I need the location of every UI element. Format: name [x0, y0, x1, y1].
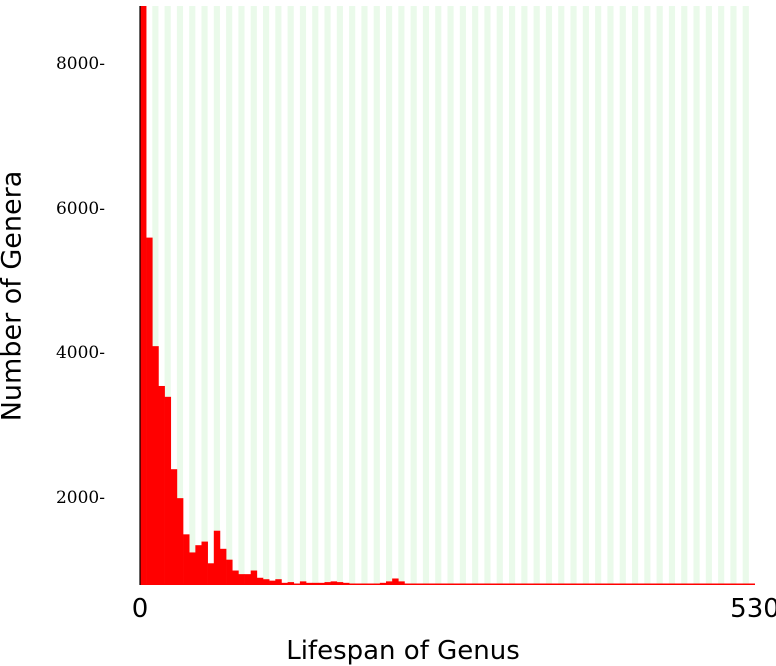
- histogram-bar: [158, 385, 165, 585]
- histogram-bar: [398, 581, 405, 585]
- histogram-bar: [386, 581, 393, 585]
- histogram-bar: [330, 581, 338, 585]
- background-stripe: [619, 6, 626, 585]
- histogram-bar: [226, 559, 233, 585]
- background-stripe: [299, 6, 307, 585]
- histogram-bar: [213, 530, 221, 585]
- histogram-bar: [238, 574, 245, 585]
- background-stripe: [201, 6, 208, 585]
- background-stripe: [545, 6, 553, 585]
- y-tick-label-2000: 2000-: [55, 488, 105, 509]
- background-stripe: [484, 6, 491, 585]
- background-stripe: [361, 6, 368, 585]
- background-stripe: [644, 6, 651, 585]
- histogram-bar: [207, 563, 215, 585]
- histogram-bar: [176, 498, 184, 585]
- background-stripe: [213, 6, 220, 585]
- background-stripe: [693, 6, 700, 585]
- background-stripe: [668, 6, 676, 585]
- background-stripe: [632, 6, 639, 585]
- histogram-bar: [244, 574, 251, 585]
- background-stripe: [509, 6, 516, 585]
- histogram-bar: [189, 552, 196, 585]
- background-stripe: [176, 6, 184, 585]
- histogram-bar: [299, 581, 307, 585]
- background-stripe: [730, 6, 737, 585]
- histogram-bar: [275, 579, 282, 585]
- background-stripe: [472, 6, 479, 585]
- background-stripe: [164, 6, 171, 585]
- background-stripe: [386, 6, 393, 585]
- histogram-bar: [250, 570, 258, 585]
- x-axis-label: Lifespan of Genus: [286, 636, 520, 666]
- histogram-bar: [152, 346, 159, 585]
- histogram-bar: [146, 237, 153, 585]
- background-stripe: [336, 6, 343, 585]
- background-stripe: [312, 6, 319, 585]
- background-stripe: [459, 6, 466, 585]
- background-stripe: [447, 6, 454, 585]
- histogram-bar: [256, 577, 264, 585]
- histogram-bar: [140, 6, 147, 585]
- background-stripe: [152, 6, 159, 585]
- histogram-bar: [232, 570, 239, 585]
- background-stripe: [226, 6, 233, 585]
- background-stripe: [324, 6, 331, 585]
- histogram-bar: [219, 548, 227, 585]
- background-stripe: [435, 6, 442, 585]
- histogram-bars: [140, 6, 755, 585]
- background-stripe: [595, 6, 602, 585]
- background-stripe: [705, 6, 712, 585]
- background-stripe: [656, 6, 663, 585]
- y-tick-label-4000: 4000-: [55, 343, 105, 364]
- background-stripe: [681, 6, 688, 585]
- background-stripe: [582, 6, 589, 585]
- x-tick-label-max: 530: [730, 594, 776, 624]
- y-tick-label-6000: 6000-: [55, 198, 105, 219]
- background-stripe: [521, 6, 528, 585]
- background-stripe: [422, 6, 430, 585]
- histogram-baseline: [140, 583, 755, 585]
- background-stripe: [275, 6, 282, 585]
- y-tick-label-8000: 8000-: [55, 53, 105, 74]
- background-stripe: [533, 6, 540, 585]
- histogram-bar: [201, 541, 208, 585]
- background-stripe: [496, 6, 503, 585]
- background-stripe: [410, 6, 417, 585]
- background-stripe: [742, 6, 749, 585]
- background-stripes: [140, 6, 749, 585]
- background-stripe: [373, 6, 380, 585]
- histogram-bar: [164, 396, 172, 585]
- background-stripe: [349, 6, 356, 585]
- histogram-bar: [195, 545, 202, 585]
- background-stripe: [607, 6, 614, 585]
- background-stripe: [263, 6, 270, 585]
- background-stripe: [238, 6, 245, 585]
- histogram-bar: [392, 578, 399, 585]
- y-axis-label: Number of Genera: [0, 170, 28, 422]
- background-stripe: [250, 6, 257, 585]
- histogram-bar: [269, 580, 276, 585]
- background-stripe: [287, 6, 294, 585]
- background-stripe: [189, 6, 196, 585]
- background-stripe: [398, 6, 405, 585]
- histogram-bar: [183, 534, 190, 585]
- background-stripe: [718, 6, 725, 585]
- x-tick-label-min: 0: [131, 594, 149, 624]
- background-stripe: [570, 6, 577, 585]
- background-stripe: [558, 6, 565, 585]
- histogram-bar: [263, 579, 270, 585]
- histogram-bar: [170, 469, 178, 585]
